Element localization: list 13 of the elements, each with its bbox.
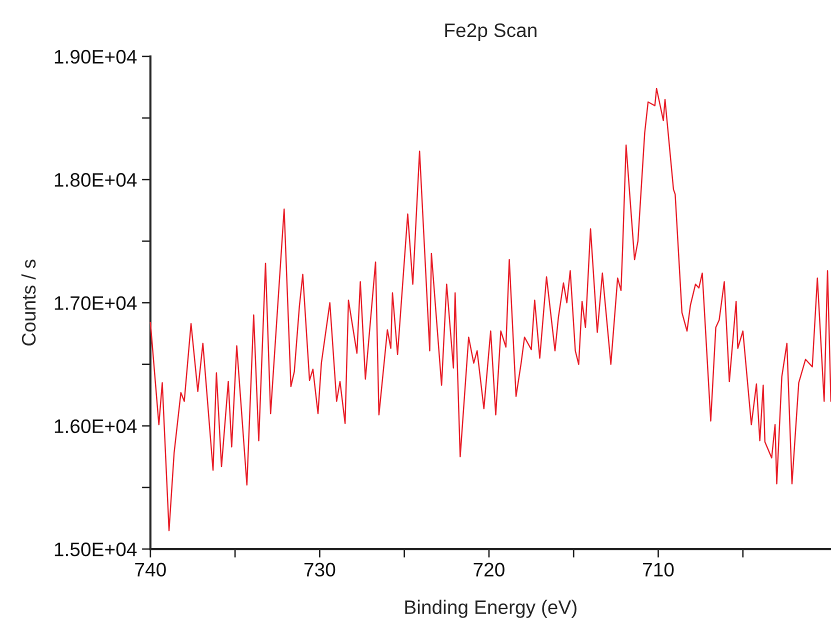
chart-title: Fe2p Scan: [445, 23, 536, 42]
x-tick-label: 720: [474, 562, 504, 577]
x-tick-label: 740: [135, 562, 166, 577]
y-tick-label: 1.70E+04: [54, 296, 137, 310]
y-tick-label: 1.80E+04: [54, 173, 137, 187]
y-axis-title: Counts / s: [21, 260, 36, 346]
y-tick-label: 1.60E+04: [54, 419, 137, 434]
line-series: [150, 88, 831, 532]
x-axis-title: Binding Energy (eV): [405, 600, 576, 618]
x-tick-label: 710: [643, 562, 674, 577]
y-tick-label: 1.50E+04: [54, 542, 137, 556]
x-tick-label: 730: [304, 562, 336, 577]
y-tick-label: 1.90E+04: [54, 50, 137, 64]
